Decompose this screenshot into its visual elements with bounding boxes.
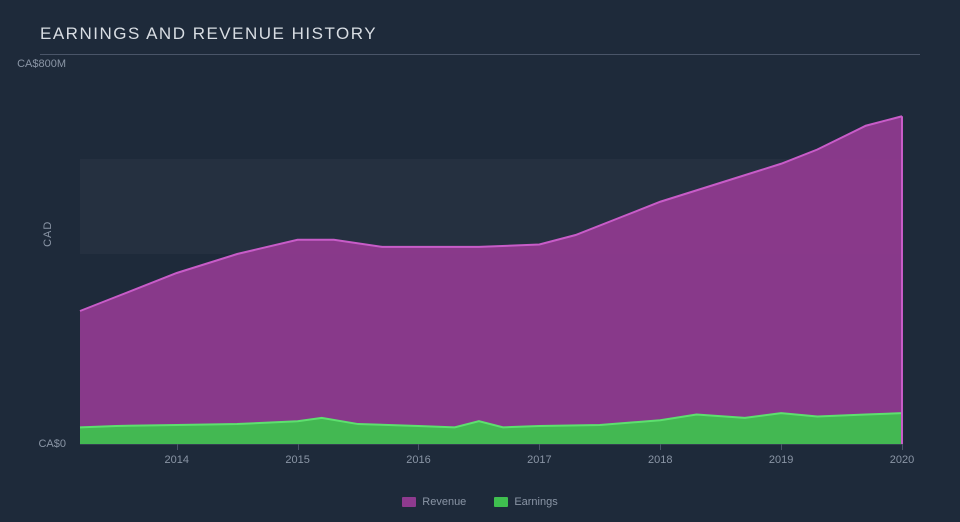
x-tick [298,444,299,450]
x-tick [781,444,782,450]
x-tick-label: 2015 [285,454,309,466]
y-tick-label: CA$0 [38,438,66,450]
x-tick-label: 2018 [648,454,672,466]
chart-title: EARNINGS AND REVENUE HISTORY [40,24,920,55]
legend-label: Revenue [422,496,466,508]
y-tick-label: CA$800M [17,58,66,70]
legend-label: Earnings [514,496,557,508]
x-tick [418,444,419,450]
x-tick-label: 2016 [406,454,430,466]
x-tick-label: 2020 [890,454,914,466]
x-tick [660,444,661,450]
x-tick [539,444,540,450]
x-tick-label: 2014 [164,454,188,466]
legend-swatch [402,497,416,507]
x-tick [902,444,903,450]
y-axis-title: CAD [42,221,54,247]
legend: Revenue Earnings [0,496,960,508]
legend-item: Earnings [494,496,557,508]
plot-area: CA$0CA$800M2014201520162017201820192020 [80,64,902,444]
legend-item: Revenue [402,496,466,508]
area-chart-svg [80,64,902,444]
legend-swatch [494,497,508,507]
x-tick-label: 2019 [769,454,793,466]
x-tick-label: 2017 [527,454,551,466]
chart-container: EARNINGS AND REVENUE HISTORY [40,24,920,55]
x-tick [177,444,178,450]
